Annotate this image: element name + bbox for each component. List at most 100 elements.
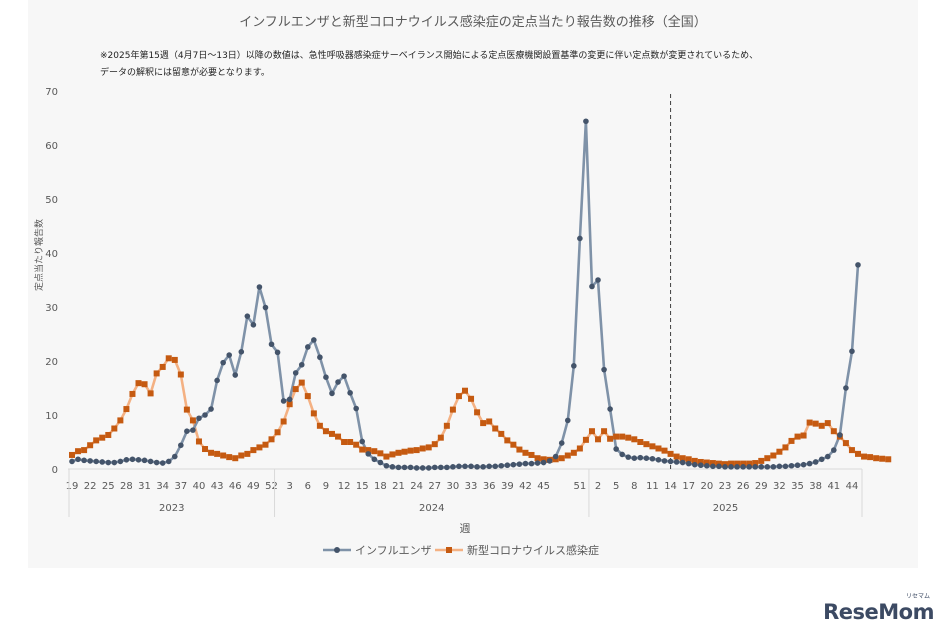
x-tick-label: 39 [501, 481, 514, 492]
x-tick-label: 30 [447, 481, 460, 492]
covid-point [873, 455, 880, 462]
covid-point [667, 450, 674, 457]
covid-point [189, 417, 196, 424]
covid-point [419, 445, 426, 452]
x-axis-label: 週 [460, 522, 471, 535]
influenza-point [292, 370, 299, 376]
chart-title: インフルエンザと新型コロナウイルス感染症の定点当たり報告数の推移（全国） [239, 14, 707, 30]
x-tick-label: 52 [265, 481, 278, 492]
influenza-point [558, 440, 565, 446]
covid-point [709, 460, 716, 467]
influenza-point [776, 463, 783, 470]
covid-point [341, 439, 348, 445]
influenza-point [341, 373, 347, 379]
covid-point [468, 395, 475, 402]
influenza-point [105, 459, 112, 466]
influenza-point [202, 412, 208, 418]
influenza-point [492, 463, 499, 470]
covid-point [389, 451, 396, 458]
influenza-point [444, 464, 450, 471]
covid-point [776, 448, 783, 455]
influenza-point [752, 464, 759, 470]
influenza-point [274, 349, 281, 356]
covid-point [570, 449, 577, 456]
influenza-point [722, 464, 728, 470]
x-tick-label: 29 [755, 481, 768, 492]
influenza-point [546, 458, 553, 464]
covid-point [830, 428, 837, 435]
covid-point [431, 441, 438, 448]
influenza-point [250, 322, 257, 328]
covid-point [147, 390, 154, 397]
influenza-point [806, 460, 813, 467]
covid-point [280, 418, 287, 425]
influenza-point [595, 277, 601, 283]
influenza-point [365, 451, 372, 457]
covid-point [812, 420, 819, 427]
covid-point [582, 436, 589, 443]
influenza-point [849, 348, 855, 355]
covid-point [492, 425, 499, 432]
influenza-point [395, 464, 402, 471]
influenza-point [401, 464, 408, 471]
covid-point [395, 449, 402, 456]
x-tick-label: 36 [483, 481, 496, 492]
covid-point [353, 441, 360, 448]
covid-point [292, 386, 299, 393]
x-tick-label: 22 [84, 481, 97, 492]
covid-point [226, 454, 233, 461]
covid-point [250, 447, 257, 454]
influenza-point [613, 446, 619, 452]
covid-point [818, 422, 825, 429]
influenza-point [583, 118, 589, 125]
x-tick-label: 27 [428, 481, 441, 492]
influenza-point [480, 464, 486, 470]
influenza-point [238, 349, 245, 355]
influenza-point [818, 456, 825, 463]
covid-point [105, 431, 112, 438]
influenza-point [81, 457, 87, 464]
influenza-point [486, 463, 492, 470]
covid-point [328, 430, 335, 437]
influenza-point [571, 363, 577, 369]
covid-point [601, 428, 608, 435]
covid-point [794, 433, 801, 440]
covid-point [564, 452, 571, 459]
influenza-point [710, 463, 716, 470]
x-tick-label: 23 [719, 481, 732, 492]
covid-point [498, 430, 505, 437]
covid-point [806, 419, 813, 426]
covid-point [202, 446, 209, 453]
influenza-point [171, 453, 178, 460]
note-line-1: ※2025年第15週（4月7日～13日）以降の数値は、急性呼吸器感染症サーベイラ… [100, 49, 758, 61]
covid-point [619, 433, 626, 440]
x-tick-label: 17 [682, 481, 695, 492]
covid-point [824, 420, 831, 427]
covid-point [848, 447, 855, 454]
influenza-point [534, 460, 541, 466]
covid-point [383, 453, 390, 460]
covid-point [401, 448, 408, 455]
covid-point [842, 440, 849, 447]
influenza-point [123, 457, 130, 463]
influenza-point [685, 460, 692, 467]
influenza-point [577, 235, 583, 242]
x-tick-label: 40 [193, 481, 206, 492]
influenza-point [661, 458, 668, 464]
x-tick-label: 37 [174, 481, 187, 492]
x-tick-label: 8 [631, 481, 637, 492]
x-tick-label: 2 [595, 481, 601, 492]
covid-point [286, 401, 293, 408]
influenza-point [226, 352, 232, 358]
covid-point [637, 439, 644, 445]
covid-point [510, 441, 517, 448]
x-tick-label: 5 [613, 481, 619, 492]
covid-point [728, 460, 735, 467]
covid-point [576, 445, 583, 452]
covid-point [310, 410, 317, 417]
x-tick-label: 9 [323, 481, 329, 492]
covid-point [534, 455, 541, 462]
covid-point [177, 371, 184, 378]
influenza-point [377, 459, 384, 466]
